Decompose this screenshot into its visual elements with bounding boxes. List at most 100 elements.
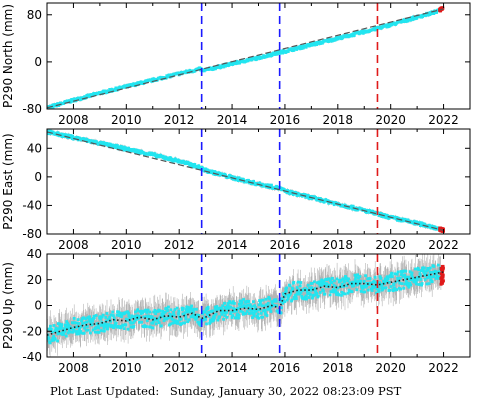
x-tick-label: 2010 (111, 113, 142, 127)
data-point (326, 199, 330, 203)
data-point (282, 188, 286, 191)
data-point (372, 280, 376, 284)
data-point (382, 286, 386, 290)
data-point (103, 322, 107, 326)
data-point (241, 305, 244, 309)
data-point (404, 269, 408, 273)
data-point (148, 151, 152, 155)
x-tick-label: 2016 (270, 238, 301, 252)
data-point (348, 290, 352, 293)
data-point (299, 291, 303, 294)
data-point (71, 330, 75, 334)
data-point (402, 269, 406, 273)
data-point (426, 13, 430, 17)
data-point (318, 197, 322, 200)
data-point (285, 298, 289, 302)
data-point (340, 282, 344, 286)
data-point (91, 328, 95, 332)
data-point (290, 298, 294, 302)
data-point (415, 16, 419, 20)
data-point (183, 321, 186, 325)
data-point (172, 313, 176, 317)
data-point (120, 147, 123, 151)
data-point (401, 217, 404, 221)
data-point (337, 293, 341, 297)
data-point (364, 274, 367, 278)
data-point (58, 322, 62, 326)
data-point (316, 294, 320, 298)
plot-area (47, 6, 445, 109)
data-point (366, 277, 370, 281)
data-point (103, 325, 107, 328)
data-point (290, 190, 294, 193)
data-point (371, 209, 375, 213)
data-point (63, 328, 67, 332)
data-point (419, 224, 422, 227)
data-point (302, 297, 306, 301)
data-point (319, 291, 322, 294)
data-point (261, 298, 265, 302)
data-point (274, 299, 278, 303)
data-point (244, 312, 248, 315)
data-point (392, 283, 396, 287)
data-point (210, 317, 214, 321)
data-point (128, 317, 132, 320)
data-point (359, 279, 363, 283)
data-point (74, 326, 77, 329)
data-point (432, 275, 435, 279)
data-point (246, 303, 250, 307)
data-point (417, 268, 420, 272)
data-point (111, 310, 115, 314)
data-point (85, 328, 88, 332)
data-point (238, 302, 241, 306)
data-point (248, 312, 251, 315)
x-tick-label: 2018 (323, 238, 354, 252)
data-point (250, 305, 254, 309)
data-point (362, 280, 366, 283)
data-point (410, 273, 413, 277)
data-point (153, 152, 157, 156)
data-point (55, 329, 59, 333)
data-point (89, 321, 93, 324)
data-point (101, 323, 104, 327)
data-point (315, 292, 319, 296)
data-point (207, 311, 211, 314)
data-point (279, 311, 283, 315)
data-point (436, 270, 440, 274)
x-tick-label: 2016 (270, 113, 301, 127)
data-point (50, 330, 54, 334)
data-point (410, 271, 414, 275)
x-tick-label: 2022 (428, 361, 459, 375)
data-point (385, 279, 388, 283)
data-point (353, 273, 357, 277)
data-point (134, 316, 138, 319)
data-point (393, 286, 396, 290)
data-point-rapid (441, 273, 445, 277)
data-point (72, 317, 76, 320)
data-point (239, 309, 243, 313)
data-point (429, 266, 432, 270)
data-point (169, 322, 172, 326)
data-point (75, 325, 79, 329)
data-point (242, 178, 245, 181)
data-point (330, 276, 334, 280)
data-point (358, 275, 362, 278)
data-point (252, 300, 255, 304)
data-point (253, 304, 257, 308)
data-point (160, 324, 163, 328)
data-point (65, 326, 69, 330)
data-point (224, 307, 228, 310)
x-tick-label: 2012 (164, 113, 195, 127)
data-point (323, 282, 327, 285)
data-point (79, 330, 83, 333)
data-point (213, 316, 216, 319)
data-point (356, 273, 360, 277)
data-point (333, 279, 336, 283)
y-tick-label: 40 (27, 247, 42, 261)
data-point (320, 283, 324, 287)
data-point (265, 303, 268, 307)
data-point (154, 155, 158, 159)
data-point (163, 310, 167, 314)
data-point (245, 310, 249, 313)
data-point (398, 281, 402, 285)
